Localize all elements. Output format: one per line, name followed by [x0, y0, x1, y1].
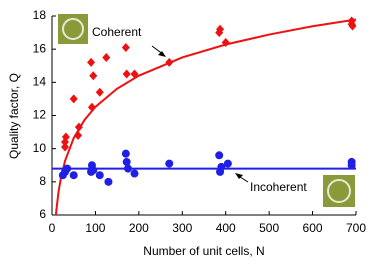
x-tick-label: 0 [49, 221, 56, 235]
data-point [63, 164, 72, 173]
data-point [69, 94, 78, 104]
coherent-icon-ring [62, 18, 84, 40]
series-label: Incoherent [250, 180, 307, 194]
data-point [217, 162, 226, 171]
x-tick-label: 200 [129, 221, 149, 235]
y-tick-label: 10 [33, 141, 47, 155]
data-point [121, 149, 130, 158]
data-point [87, 57, 96, 67]
data-point [122, 69, 131, 79]
data-point [130, 69, 139, 79]
incoherent-arrowhead [235, 173, 243, 179]
series-label: Coherent [92, 25, 142, 39]
data-point [165, 159, 174, 168]
y-tick-label: 14 [33, 75, 47, 89]
x-tick-label: 100 [85, 221, 105, 235]
x-tick-label: 300 [172, 221, 192, 235]
data-point [87, 102, 96, 112]
data-point [95, 87, 104, 97]
data-point [89, 71, 98, 81]
data-point [348, 21, 357, 31]
data-point [124, 164, 132, 173]
data-point [216, 24, 225, 34]
data-point [165, 57, 174, 67]
data-point [74, 130, 83, 140]
fit-line [54, 18, 356, 215]
coherent-arrowhead [158, 51, 166, 57]
data-point [95, 171, 104, 180]
data-point [121, 43, 130, 53]
x-tick-label: 700 [346, 221, 366, 235]
data-point [102, 52, 111, 62]
x-tick-label: 400 [216, 221, 236, 235]
y-tick-label: 12 [33, 108, 47, 122]
data-point [104, 177, 113, 186]
data-point [221, 38, 230, 48]
x-tick-label: 600 [303, 221, 323, 235]
y-tick-label: 6 [39, 207, 46, 221]
y-tick-label: 18 [33, 8, 47, 22]
data-point [69, 171, 78, 180]
data-point [61, 142, 70, 152]
x-tick-label: 500 [259, 221, 279, 235]
data-point [215, 151, 224, 160]
data-point [223, 159, 232, 168]
y-tick-label: 16 [33, 41, 47, 55]
y-axis-title: Quality factor, Q [7, 73, 21, 159]
data-point [122, 157, 131, 166]
data-point [130, 169, 139, 178]
data-point [347, 161, 356, 170]
data-point [89, 166, 98, 175]
incoherent-icon-ring [327, 179, 351, 203]
y-tick-label: 8 [39, 174, 46, 188]
x-axis-title: Number of unit cells, N [143, 244, 264, 258]
data-point [74, 122, 83, 132]
data-point [61, 132, 70, 142]
